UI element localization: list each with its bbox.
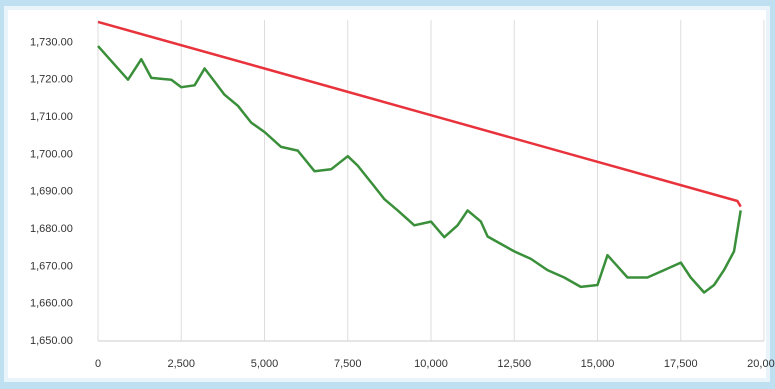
line <box>97 45 742 294</box>
line <box>97 20 742 208</box>
x-tick-label: 15,000 <box>581 358 615 370</box>
y-tick-label: 1,690.00 <box>30 186 73 198</box>
y-tick-label: 1,660.00 <box>30 298 73 310</box>
x-tick-label: 20,000 <box>747 358 775 370</box>
x-tick-label: 2,500 <box>167 358 195 370</box>
x-tick-label: 10,000 <box>414 358 448 370</box>
x-tick-label: 17,500 <box>664 358 698 370</box>
y-tick-label: 1,710.00 <box>30 111 73 123</box>
y-tick-label: 1,680.00 <box>30 223 73 235</box>
y-tick-label: 1,650.00 <box>30 335 73 347</box>
x-tick-label: 12,500 <box>497 358 531 370</box>
x-tick-label: 5,000 <box>251 358 279 370</box>
y-tick-label: 1,700.00 <box>30 148 73 160</box>
y-tick-label: 1,730.00 <box>30 36 73 48</box>
x-tick-label: 0 <box>95 358 101 370</box>
y-tick-label: 1,720.00 <box>30 74 73 86</box>
y-tick-label: 1,670.00 <box>30 260 73 272</box>
chart-area <box>4 6 770 382</box>
x-tick-label: 7,500 <box>334 358 362 370</box>
